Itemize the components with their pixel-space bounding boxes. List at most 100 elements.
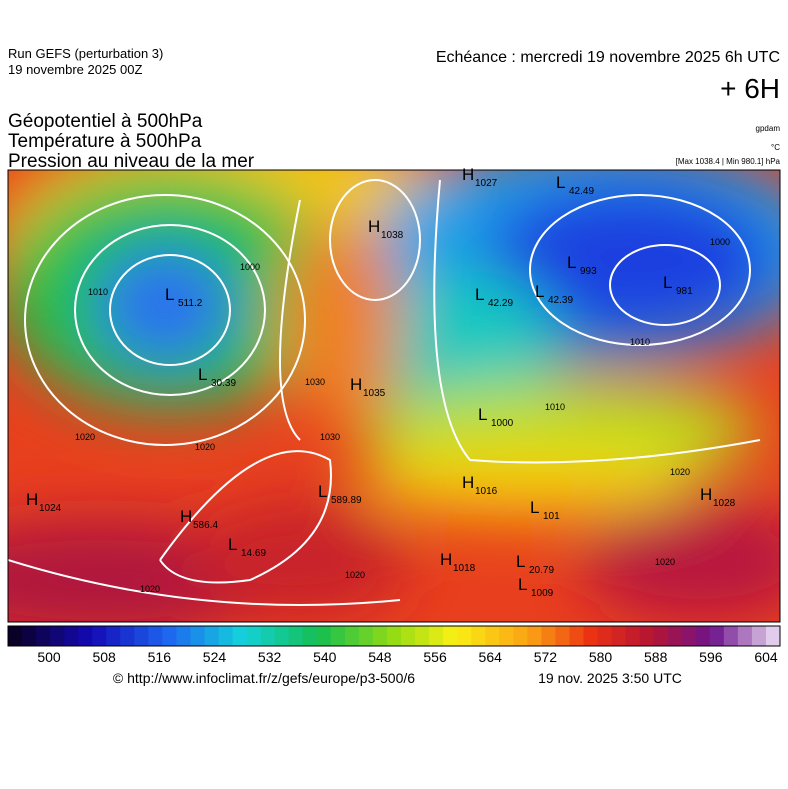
colorbar-swatch [625,626,641,646]
colorbar-swatch [723,626,739,646]
center-value: 511.2 [178,298,203,309]
center-value: 1038 [381,230,404,241]
unit: °C [771,143,780,152]
contour-label: 1020 [75,432,95,442]
center-kind: H [440,550,452,569]
colorbar-swatch [386,626,402,646]
center-value: 42.49 [569,186,594,197]
colorbar-swatch [499,626,514,646]
run: Run GEFS (perturbation 3) [8,46,163,61]
center-value: 993 [580,266,597,277]
source: © http://www.infoclimat.fr/z/gefs/europe… [113,670,415,686]
colorbar-label: 596 [699,649,723,665]
title: Température à 500hPa [8,131,202,152]
colorbar-swatch [653,626,669,646]
center-value: 1000 [491,418,514,429]
colorbar-swatch [709,626,725,646]
center-kind: H [462,165,474,184]
colorbar-swatch [401,626,416,646]
center-kind: L [198,365,207,384]
colorbar-swatch [639,626,655,646]
colorbar-swatch [429,626,444,646]
colorbar-label: 540 [313,649,337,665]
colorbar-swatch [513,626,528,646]
center-value: 1028 [713,498,736,509]
colorbar-swatch [555,626,570,646]
center-value: 1016 [475,486,498,497]
contour-label: 1020 [345,570,365,580]
center-kind: H [700,485,712,504]
colorbar-label: 580 [589,649,613,665]
center-value: 101 [543,511,560,522]
colorbar-label: 556 [423,649,447,665]
colorbar-label: 532 [258,649,282,665]
colorbar-label: 572 [534,649,558,665]
center-kind: H [462,473,474,492]
colorbar-swatch [358,626,374,646]
center-kind: H [180,507,192,526]
colorbar: 500 508 516 524 532 540 548 556 564 572 580 588 596 6… [7,625,781,665]
colorbar-swatch [64,626,79,646]
colorbar-swatch [737,626,753,646]
contour-label: 1020 [195,442,215,452]
center-kind: L [567,253,576,272]
center-kind: L [516,552,525,571]
colorbar-swatch [260,626,276,646]
colorbar-swatch [316,626,332,646]
colorbar-swatch [288,626,304,646]
center-kind: L [518,575,527,594]
center-kind: L [478,405,487,424]
center-kind: L [556,173,565,192]
center-kind: L [535,282,544,301]
unit: [Max 1038.4 | Min 980.1] hPa [676,157,781,166]
contour-label: 1010 [545,402,565,412]
colorbar-swatch [176,626,191,646]
center-value: 20.79 [529,565,554,576]
contour-label: 1020 [655,557,675,567]
map [8,170,780,622]
center-value: 30.39 [211,378,236,389]
colorbar-swatch [471,626,486,646]
colorbar-swatch [120,626,135,646]
contour-label: 1020 [140,584,160,594]
contour-label: 1010 [88,287,108,297]
colorbar-swatch [246,626,262,646]
colorbar-swatch [695,626,711,646]
center-kind: L [663,273,672,292]
center-kind: L [475,285,484,304]
center-value: 1009 [531,588,554,599]
center-kind: H [368,217,380,236]
colorbar-swatch [541,626,556,646]
map-frame [7,169,781,623]
center-kind: L [530,498,539,517]
center-value: 42.39 [548,295,573,306]
colorbar-swatch [8,626,23,646]
colorbar-swatch [457,626,472,646]
colorbar-swatch [569,626,584,646]
echeance: Echéance : mercredi 19 novembre 2025 6h … [436,49,780,66]
run-date: 19 novembre 2025 00Z [8,62,142,77]
center-kind: H [350,375,362,394]
generated: 19 nov. 2025 3:50 UTC [538,670,682,686]
contour-label: 1030 [320,432,340,442]
colorbar-swatch [134,626,149,646]
colorbar-label: 508 [92,649,116,665]
colorbar-label: 564 [479,649,503,665]
center-value: 981 [676,286,693,297]
contour-label: 1010 [630,337,650,347]
lead-time: + 6H [720,73,780,104]
colorbar-swatch [218,626,234,646]
colorbar-swatch [681,626,697,646]
colorbar-swatch [611,626,627,646]
colorbar-swatch [274,626,290,646]
colorbar-swatch [302,626,318,646]
colorbar-swatch [232,626,248,646]
colorbar-swatch [22,626,37,646]
contour-label: 1000 [710,237,730,247]
colorbar-swatch [751,626,767,646]
contour-label: 1000 [240,262,260,272]
colorbar-swatch [597,626,613,646]
colorbar-swatch [204,626,220,646]
center-value: 14.69 [241,548,266,559]
